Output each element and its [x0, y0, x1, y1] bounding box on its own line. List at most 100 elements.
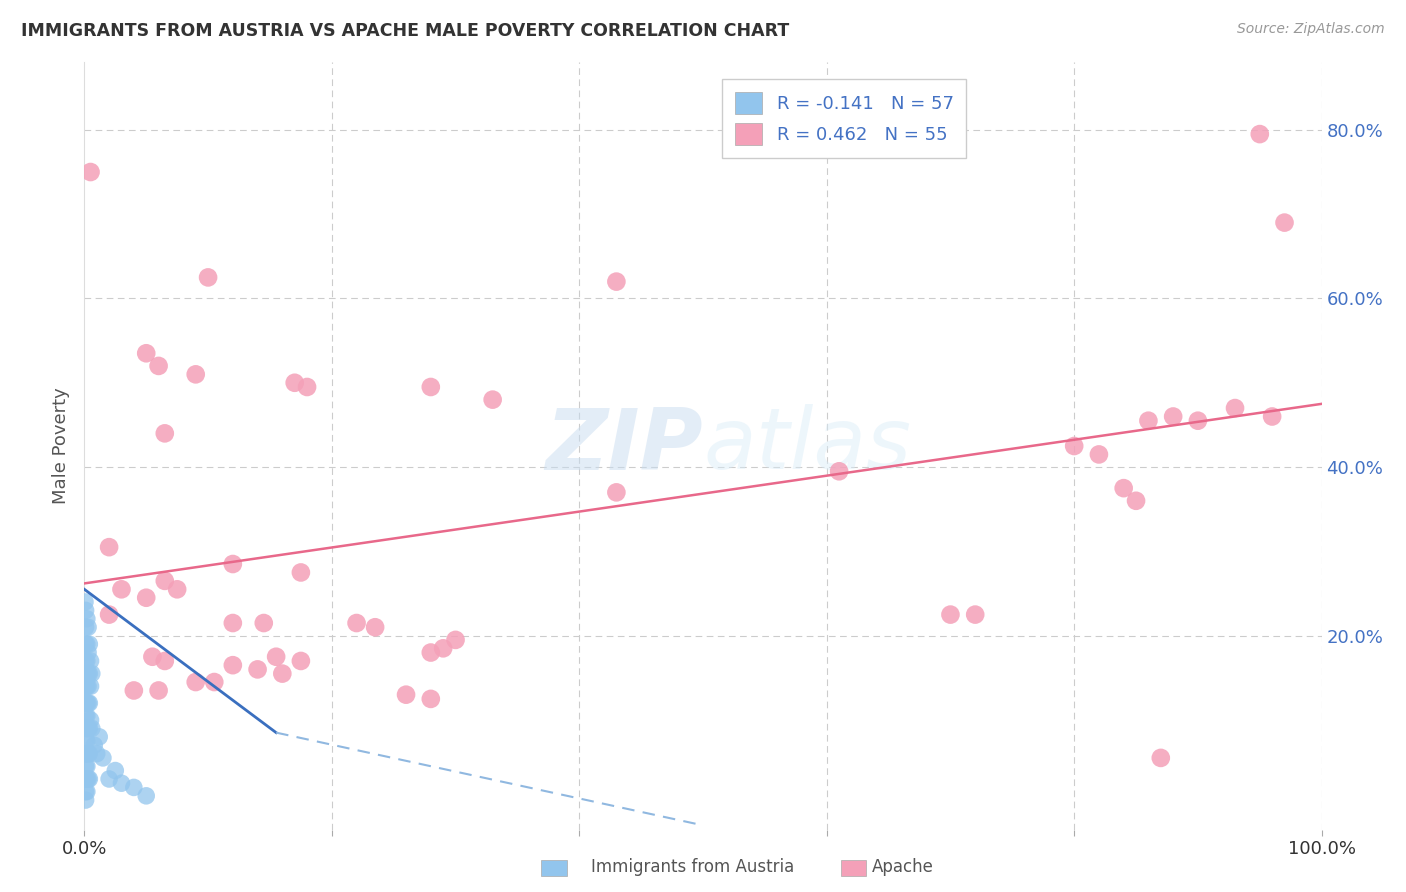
Point: [1063, 439, 1085, 453]
Point: [153, 426, 176, 441]
Point: [202, 675, 225, 690]
Legend: R = -0.141   N = 57, R = 0.462   N = 55: R = -0.141 N = 57, R = 0.462 N = 55: [723, 79, 966, 158]
Point: [89, 730, 111, 744]
Text: ZIP: ZIP: [546, 404, 703, 488]
Point: [77, 666, 100, 681]
Point: [419, 646, 441, 660]
Point: [135, 591, 157, 605]
Point: [76, 612, 98, 626]
Point: [75, 747, 97, 761]
Point: [75, 679, 97, 693]
Point: [75, 784, 97, 798]
Text: Source: ZipAtlas.com: Source: ZipAtlas.com: [1237, 22, 1385, 37]
Point: [148, 359, 170, 373]
Point: [77, 772, 100, 786]
Point: [77, 722, 100, 736]
Point: [76, 722, 98, 736]
Point: [77, 646, 100, 660]
Point: [79, 722, 101, 736]
Point: [346, 615, 368, 630]
Point: [1187, 414, 1209, 428]
Point: [364, 620, 387, 634]
Point: [76, 679, 98, 693]
Point: [110, 776, 132, 790]
Point: [76, 637, 98, 651]
Point: [222, 615, 245, 630]
Point: [197, 270, 219, 285]
Point: [246, 662, 269, 676]
Point: [75, 603, 97, 617]
Point: [79, 713, 101, 727]
Point: [86, 747, 108, 761]
Point: [153, 654, 176, 668]
Point: [98, 607, 121, 622]
Point: [184, 368, 207, 382]
Point: [80, 666, 103, 681]
Point: [98, 540, 121, 554]
Point: [605, 485, 627, 500]
Point: [141, 649, 163, 664]
Point: [481, 392, 503, 407]
Point: [79, 696, 101, 710]
Point: [80, 722, 103, 736]
Point: [395, 688, 418, 702]
Point: [79, 666, 101, 681]
Point: [605, 275, 627, 289]
Point: [79, 679, 101, 693]
Point: [828, 464, 851, 478]
Point: [76, 734, 98, 748]
Point: [79, 654, 101, 668]
Point: [79, 747, 101, 761]
Point: [77, 747, 100, 761]
Point: [222, 658, 245, 673]
Y-axis label: Male Poverty: Male Poverty: [52, 388, 70, 504]
Point: [79, 772, 101, 786]
Point: [184, 675, 207, 690]
Point: [1261, 409, 1284, 424]
Point: [73, 595, 96, 609]
Point: [110, 582, 132, 597]
Point: [75, 759, 97, 773]
Point: [77, 679, 100, 693]
Point: [290, 566, 312, 580]
Point: [75, 722, 97, 736]
Point: [419, 380, 441, 394]
Point: [148, 683, 170, 698]
Point: [76, 696, 98, 710]
Point: [76, 772, 98, 786]
Point: [75, 793, 97, 807]
Point: [1161, 409, 1184, 424]
Text: Immigrants from Austria: Immigrants from Austria: [591, 858, 794, 876]
Point: [1274, 216, 1296, 230]
Point: [75, 696, 97, 710]
Point: [965, 607, 987, 622]
Point: [222, 557, 245, 571]
Point: [75, 772, 97, 786]
Point: [419, 692, 441, 706]
Point: [77, 620, 100, 634]
Point: [76, 759, 98, 773]
Point: [122, 683, 145, 698]
Point: [91, 751, 114, 765]
Point: [284, 376, 307, 390]
Point: [76, 666, 98, 681]
Point: [79, 637, 101, 651]
Point: [122, 780, 145, 795]
Point: [75, 620, 97, 634]
Point: [253, 615, 276, 630]
Point: [1137, 414, 1160, 428]
Point: [290, 654, 312, 668]
Point: [83, 738, 105, 752]
Point: [1088, 447, 1111, 461]
Point: [76, 747, 98, 761]
Point: [76, 654, 98, 668]
Point: [1249, 127, 1271, 141]
Point: [135, 346, 157, 360]
Point: [98, 772, 121, 786]
Text: atlas: atlas: [703, 404, 911, 488]
Point: [264, 649, 287, 664]
Point: [75, 708, 97, 723]
Point: [76, 708, 98, 723]
Point: [1223, 401, 1246, 415]
Text: IMMIGRANTS FROM AUSTRIA VS APACHE MALE POVERTY CORRELATION CHART: IMMIGRANTS FROM AUSTRIA VS APACHE MALE P…: [21, 22, 789, 40]
